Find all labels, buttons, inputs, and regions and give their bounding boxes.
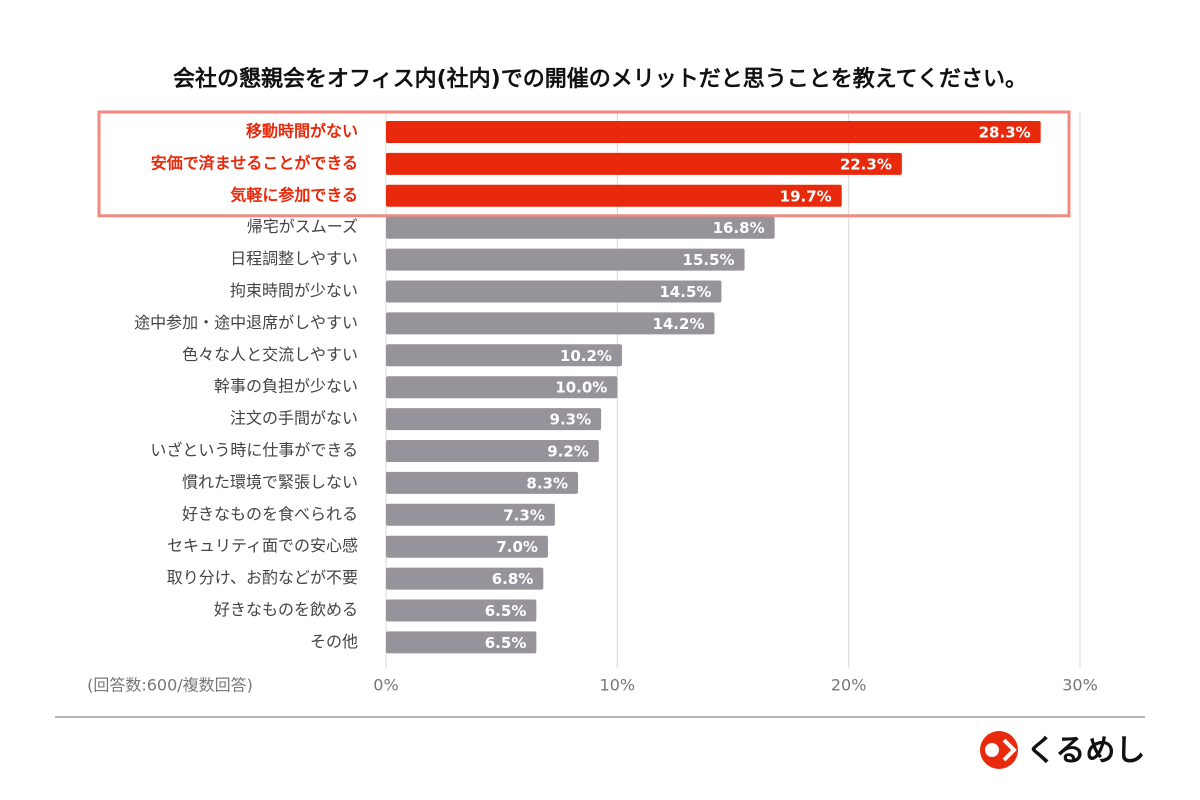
bar [386, 312, 715, 335]
x-tick-label: 10% [600, 676, 636, 695]
data-label: 14.5% [659, 283, 711, 301]
y-tick-label: 注文の手間がない [230, 409, 358, 428]
x-tick-label: 0% [373, 676, 398, 695]
note: (回答数:600/複数回答) [87, 676, 253, 695]
bar [386, 376, 618, 399]
y-tick-label: 移動時間がない [246, 122, 358, 141]
bar [386, 280, 722, 303]
data-label: 10.2% [560, 347, 612, 365]
bar [386, 440, 599, 462]
data-label: 7.3% [503, 506, 545, 524]
y-tick-label: その他 [310, 632, 358, 651]
data-label: 7.0% [496, 538, 538, 556]
y-tick-label: セキュリティ面での安心感 [167, 536, 358, 555]
y-tick-label: いざという時に仕事ができる [150, 441, 358, 460]
y-tick-label: 途中参加・途中退席がしやすい [134, 313, 358, 332]
data-label: 28.3% [979, 124, 1031, 142]
logo-icon-eye [985, 743, 999, 757]
y-tick-label: 好きなものを飲める [214, 600, 358, 619]
y-tick-label: 拘束時間が少ない [230, 281, 358, 300]
data-label: 8.3% [526, 474, 568, 492]
bar [386, 248, 745, 271]
data-label: 19.7% [780, 187, 832, 205]
logo-text: くるめし [1026, 734, 1145, 769]
data-label: 14.2% [652, 315, 704, 333]
bar [386, 216, 775, 239]
bar [386, 503, 555, 526]
y-tick-label: 色々な人と交流しやすい [182, 345, 358, 364]
y-tick-label: 慣れた環境で緊張しない [182, 472, 358, 491]
y-tick-label: 好きなものを食べられる [182, 504, 358, 523]
bar [386, 631, 537, 654]
bar [386, 471, 579, 494]
y-tick-label: 幹事の負担が少ない [214, 377, 358, 396]
data-label: 15.5% [683, 251, 735, 269]
bar [386, 152, 902, 175]
logo-icon-mark [1002, 738, 1017, 762]
y-tick-label: 日程調整しやすい [230, 249, 358, 268]
x-tick-label: 20% [831, 676, 867, 695]
data-label: 10.0% [555, 379, 607, 397]
bar [386, 121, 1041, 143]
bar [386, 184, 842, 207]
logo: くるめし [980, 731, 1145, 769]
bar [386, 408, 602, 431]
y-tick-label: 帰宅がスムーズ [247, 217, 358, 236]
data-label: 6.5% [485, 634, 527, 652]
y-tick-label: 取り分け、お酌などが不要 [167, 568, 358, 587]
data-label: 6.5% [485, 602, 527, 620]
highlight-frame [97, 110, 1071, 218]
chart-title: 会社の懇親会をオフィス内(社内)での開催のメリットだと思うことを教えてください。 [173, 66, 1027, 92]
data-label: 16.8% [713, 219, 765, 237]
bar [386, 535, 548, 558]
y-tick-label: 気軽に参加できる [230, 185, 358, 204]
data-label: 9.2% [547, 443, 589, 461]
bar [386, 567, 544, 590]
x-tick-label: 30% [1062, 676, 1098, 695]
data-label: 22.3% [840, 155, 892, 173]
data-label: 9.3% [550, 411, 592, 429]
bar [386, 344, 622, 367]
bar [386, 599, 537, 622]
y-tick-label: 安価で済ませることができる [151, 153, 358, 172]
data-label: 6.8% [492, 570, 534, 588]
